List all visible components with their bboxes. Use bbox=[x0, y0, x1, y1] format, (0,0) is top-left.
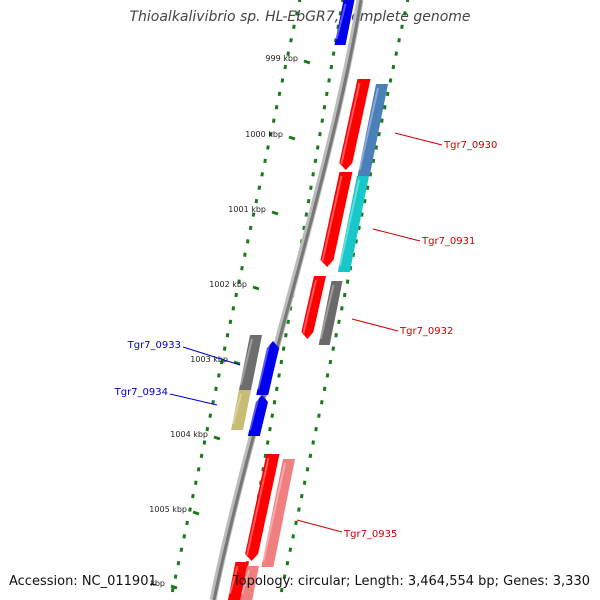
genome-title: Thioalkalivibrio sp. HL-EbGR7, complete … bbox=[129, 9, 471, 25]
gene-red-0932 bbox=[301, 276, 326, 339]
right-track bbox=[279, 0, 410, 593]
gene-label: Tgr7_0932 bbox=[399, 326, 453, 337]
scale-label: 1000 kbp bbox=[245, 130, 283, 139]
gene-steelblue-0930 bbox=[357, 84, 388, 176]
gene-leader-line bbox=[394, 132, 443, 146]
gene-red-0935 bbox=[245, 454, 280, 561]
scale-label: 999 kbp bbox=[265, 54, 298, 63]
gene-leader-line bbox=[296, 519, 343, 533]
gene-red-0930 bbox=[339, 79, 371, 170]
accession-text: Accession: NC_011901 bbox=[9, 574, 157, 589]
gene-leader-line bbox=[351, 318, 399, 332]
gene-blue-0933 bbox=[256, 341, 279, 395]
gene-pink-0935 bbox=[261, 459, 295, 567]
genome-backbone bbox=[209, 0, 364, 600]
gene-leader-line bbox=[169, 393, 218, 406]
gene-red-0931 bbox=[320, 172, 353, 267]
outer-left-track bbox=[170, 0, 302, 593]
gene-features bbox=[227, 0, 388, 600]
track-guides bbox=[170, 0, 410, 593]
gene-pink-bottom bbox=[240, 566, 259, 600]
scale-labels: 999 kbp 1000 kbp 1001 kbp 1002 kbp 1003 kbp 1… bbox=[149, 54, 311, 590]
gene-label: Tgr7_0934 bbox=[114, 387, 168, 398]
scale-label: 1002 kbp bbox=[209, 280, 247, 289]
gene-label: Tgr7_0931 bbox=[421, 236, 475, 247]
gene-khaki-0934 bbox=[231, 390, 251, 430]
scale-label: 1001 kbp bbox=[228, 205, 266, 214]
gene-leader-line bbox=[372, 228, 421, 242]
gene-cyan-0931 bbox=[337, 176, 369, 272]
gene-label: Tgr7_0933 bbox=[127, 340, 181, 351]
scale-label: 1003 kbp bbox=[190, 355, 228, 364]
scale-label: 1004 kbp bbox=[170, 430, 208, 439]
gene-label: Tgr7_0935 bbox=[343, 529, 397, 540]
scale-label: 1005 kbp bbox=[149, 505, 187, 514]
scale-label: kbp bbox=[150, 579, 165, 588]
gene-blue-top bbox=[334, 0, 355, 45]
topology-text: Topology: circular; Length: 3,464,554 bp… bbox=[232, 574, 590, 589]
gene-label: Tgr7_0930 bbox=[443, 140, 497, 151]
gene-gray-0932 bbox=[318, 281, 343, 345]
gene-red-bottom bbox=[227, 562, 249, 600]
gene-blue-0934 bbox=[247, 395, 268, 436]
gene-leader-line bbox=[182, 346, 241, 366]
gene-labels: Tgr7_0930 Tgr7_0931 Tgr7_0932 Tgr7_0933 Tgr7… bbox=[114, 132, 497, 540]
gene-gray-0933 bbox=[238, 335, 262, 391]
